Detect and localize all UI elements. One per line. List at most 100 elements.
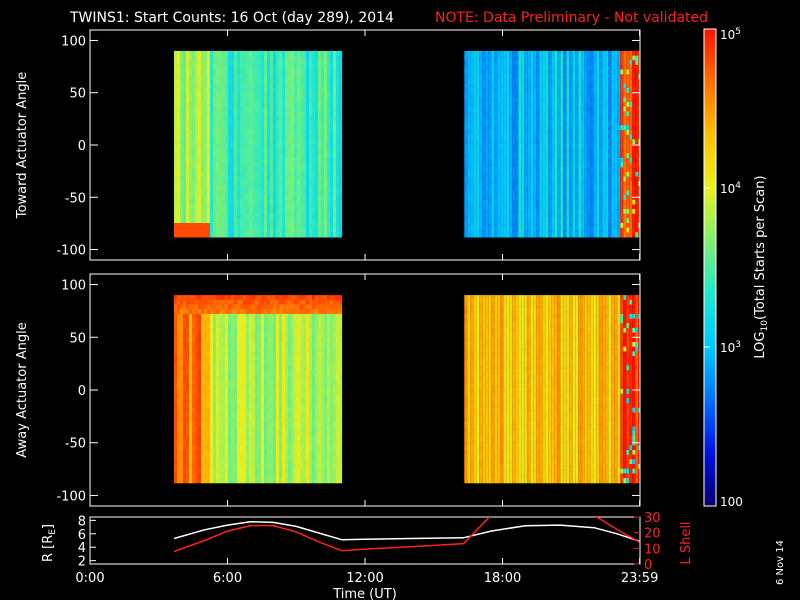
heat-cell	[572, 181, 576, 187]
heat-cell	[470, 74, 474, 80]
heat-cell	[240, 92, 243, 98]
heat-cell	[509, 78, 513, 84]
heat-cell	[509, 176, 513, 182]
heat-cell	[611, 102, 615, 108]
heat-cell	[494, 60, 498, 66]
heat-cell	[515, 209, 519, 215]
heat-cell	[186, 223, 189, 229]
heat-cell	[605, 125, 609, 131]
heat-cell	[276, 64, 279, 71]
heat-cell	[494, 167, 498, 173]
heat-cell	[231, 176, 234, 182]
heat-cell	[327, 116, 330, 122]
heat-cell	[204, 134, 207, 140]
heat-cell	[527, 213, 531, 219]
heat-cell	[605, 120, 609, 126]
heat-cell	[509, 69, 513, 75]
heat-cell	[303, 92, 306, 98]
heat-cell	[258, 218, 261, 224]
heat-cell	[488, 195, 492, 201]
heat-cell	[581, 78, 585, 84]
heat-cell	[506, 171, 510, 178]
heat-cell	[330, 204, 333, 210]
heat-cell	[470, 176, 474, 182]
heat-cell	[509, 190, 513, 196]
heat-cell	[506, 55, 510, 61]
heat-cell	[210, 195, 213, 201]
heat-cell	[635, 213, 639, 219]
heat-cell	[497, 106, 501, 112]
heat-cell	[303, 171, 306, 178]
heat-cell	[593, 157, 597, 164]
heat-cell	[527, 181, 531, 187]
heat-cell	[521, 134, 525, 140]
heat-cell	[593, 199, 597, 205]
heat-cell	[312, 97, 315, 103]
heat-cell	[620, 120, 624, 126]
heat-cell	[527, 144, 531, 150]
heat-cell	[560, 102, 564, 108]
heat-cell	[204, 148, 207, 154]
heat-cell	[551, 171, 555, 178]
heat-cell	[569, 195, 573, 201]
heat-cell	[551, 144, 555, 150]
heat-cell	[632, 232, 636, 238]
heat-cell	[491, 195, 495, 201]
heat-cell	[252, 74, 255, 80]
heat-cell	[285, 223, 288, 229]
heat-cell	[497, 176, 501, 182]
heat-cell	[527, 176, 531, 182]
heat-cell	[512, 83, 516, 89]
heat-cell	[267, 190, 270, 196]
heat-cell	[638, 213, 640, 219]
heat-cell	[294, 195, 297, 201]
heat-cell	[497, 153, 501, 159]
heat-cell	[515, 83, 519, 89]
heat-cell	[294, 148, 297, 154]
heat-cell	[234, 50, 237, 57]
heat-cell	[473, 144, 477, 150]
heat-cell	[590, 97, 594, 103]
heat-cell	[180, 304, 183, 310]
heat-cell	[189, 342, 192, 348]
heat-cell	[264, 209, 267, 215]
heat-cell	[270, 181, 273, 187]
heat-cell	[324, 134, 327, 140]
heat-cell	[267, 102, 270, 108]
heat-cell	[557, 167, 561, 173]
heat-cell	[180, 398, 183, 404]
heat-cell	[611, 209, 615, 215]
heat-cell	[258, 190, 261, 196]
heat-cell	[491, 106, 495, 112]
heat-cell	[327, 162, 330, 168]
heat-cell	[467, 130, 471, 136]
heat-cell	[195, 209, 198, 215]
heat-cell	[189, 445, 192, 451]
heat-cell	[629, 153, 633, 159]
heat-cell	[479, 78, 483, 84]
heat-cell	[273, 78, 276, 84]
heat-cell	[300, 92, 303, 98]
heat-cell	[312, 102, 315, 108]
heat-cell	[476, 185, 480, 191]
heat-cell	[635, 209, 639, 215]
heat-cell	[243, 50, 246, 57]
heat-cell	[243, 60, 246, 66]
heat-cell	[309, 120, 312, 126]
heat-cell	[515, 218, 519, 224]
heat-cell	[569, 199, 573, 205]
heat-cell	[557, 181, 561, 187]
heat-cell	[638, 130, 640, 136]
heat-cell	[470, 162, 474, 168]
heat-cell	[237, 232, 240, 238]
heat-cell	[584, 78, 588, 84]
heat-cell	[626, 232, 630, 238]
heat-cell	[240, 176, 243, 182]
heat-cell	[177, 384, 180, 390]
heat-cell	[321, 74, 324, 80]
heat-cell	[488, 92, 492, 98]
heat-cell	[198, 176, 201, 182]
heat-cell	[273, 60, 276, 66]
heat-cell	[210, 176, 213, 182]
heat-cell	[539, 185, 543, 191]
